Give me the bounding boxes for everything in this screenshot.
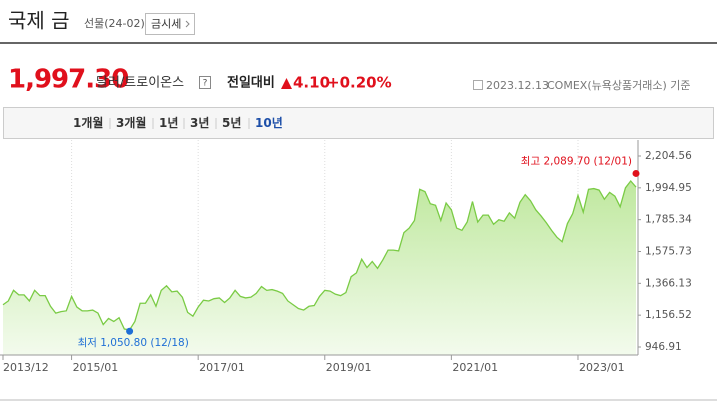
tab[interactable]: 1개월 [73,115,103,130]
unit: 달러/트로이온스 [96,76,184,91]
area [3,180,636,355]
x-tick-label: 2023/01 [579,361,625,374]
button-label[interactable]: 금시세 [151,18,181,31]
tabs: 1개월 3개월 1년 3년 5년 10년 [73,115,283,130]
extreme-marker [632,169,640,177]
y-tick-label: 2,204.56 [645,150,692,162]
tab[interactable]: 3년 [190,116,209,130]
y-tick-label: 1,994.95 [645,182,692,194]
change-label: 전일대비 [227,75,275,91]
y-tick-label: 1,366.13 [645,277,692,289]
tab[interactable]: 5년 [222,116,241,130]
tab-bar [3,107,714,139]
button-arrow [185,20,190,28]
help-box[interactable] [199,76,211,89]
tab[interactable]: 3개월 [116,115,146,130]
up-arrow [281,78,292,89]
x-tick-label: 2019/01 [326,361,372,374]
x-tick-label: 2013/12 [3,361,49,374]
x-tick-label: 2021/01 [452,361,498,374]
subtitle: 선물(24-02) [84,17,145,30]
chart: 2013/12 2015/01 2017/01 2019/01 2021/01 2023/… [0,140,692,374]
change: 4.10 [293,74,330,92]
y-tick-label: 946.91 [645,341,682,353]
y-tick-label: 1,156.52 [645,309,692,321]
extreme-label: 최고 2,089.70 (12/01) [521,155,632,167]
title: 국제 금 [8,9,70,33]
extreme-label: 최저 1,050.80 (12/18) [78,337,189,349]
change-pct: +0.20% [327,74,392,92]
help[interactable]: ? [203,79,208,89]
tab[interactable]: 10년 [255,116,283,130]
y-tick-label: 1,575.73 [645,246,692,258]
tab[interactable]: 1년 [159,116,178,130]
price: 1,997.30 [8,65,128,95]
date-icon [473,80,483,90]
y-tick-label: 1,785.34 [645,214,692,226]
button-box[interactable] [145,13,195,35]
extreme-marker [126,327,134,335]
date: 2023.12.13 [486,79,549,92]
source: COMEX(뉴욕상품거래소) 기준 [547,79,690,92]
x-tick-label: 2017/01 [199,361,245,374]
price-line [2,179,637,331]
x-tick-label: 2015/01 [73,361,119,374]
